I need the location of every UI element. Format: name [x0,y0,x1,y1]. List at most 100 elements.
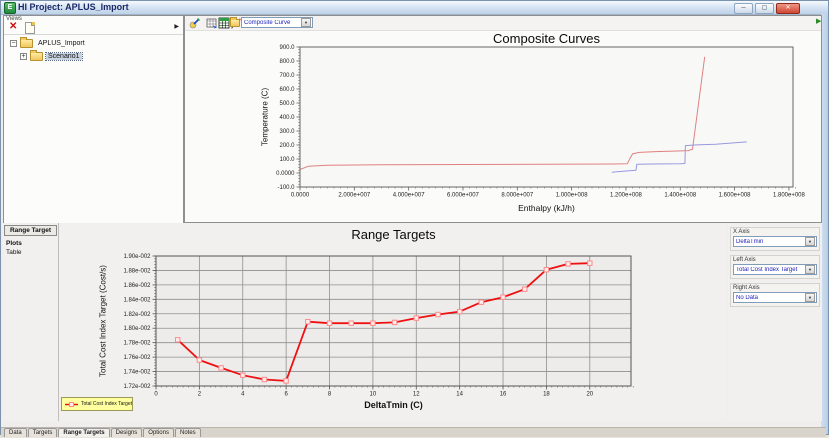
table-grid-icon[interactable] [218,17,230,29]
composite-curves-pane: Composite Curve ▼ Composite Curves Tempe… [184,15,822,223]
tab-options[interactable]: Options [143,428,174,437]
axis-select-right-axis[interactable]: No Data ▼ [733,292,817,303]
svg-text:18: 18 [543,392,550,398]
svg-text:1.88e-002: 1.88e-002 [123,268,151,274]
svg-text:0: 0 [154,392,158,398]
sidebar-item-plots[interactable]: Plots [6,240,22,247]
composite-x-axis-label: Enthalpy (kJ/h) [518,203,575,213]
svg-text:700.0: 700.0 [279,73,295,79]
footer-row: View Standalone Plot [59,420,727,435]
svg-text:1.84e-002: 1.84e-002 [123,297,151,303]
window-title: HI Project: APLUS_Import [18,2,129,12]
window-border-strip [821,14,828,434]
scenario-tree-pane: Views ✕ ▶ − APLUS_Import + Scenario1 [3,15,184,225]
chart-legend: Total Cost Index Target [61,397,133,411]
tree-item-label: APLUS_Import [38,40,85,47]
svg-text:1.72e-002: 1.72e-002 [123,384,151,390]
svg-text:2.000e+007: 2.000e+007 [338,193,371,199]
maximize-button[interactable]: ▢ [755,3,774,14]
axis-group-right-axis: Right Axis No Data ▼ [730,283,820,307]
svg-text:8.000e+007: 8.000e+007 [501,193,534,199]
range-x-axis-label: DeltaTmin (C) [364,400,423,410]
folder-icon [30,50,43,61]
tree-toolbar: ✕ ▶ [4,21,183,35]
axis-select-x-axis[interactable]: DeltaTmin ▼ [733,236,817,247]
svg-text:16: 16 [500,392,507,398]
axis-select-value: Total Cost Index Target [736,266,798,273]
svg-text:2: 2 [198,392,202,398]
window-controls: ─ ▢ ✕ [734,3,800,14]
svg-text:1.74e-002: 1.74e-002 [123,370,151,376]
svg-text:8: 8 [328,392,332,398]
run-arrow-icon[interactable]: ▶ [816,18,822,25]
pin-target-icon[interactable] [189,17,201,29]
svg-text:1.78e-002: 1.78e-002 [123,341,151,347]
page-fold-icon [31,22,35,26]
svg-text:1.86e-002: 1.86e-002 [123,283,151,289]
axis-select-value: DeltaTmin [736,238,764,245]
svg-text:400.0: 400.0 [279,115,295,121]
plot-toolbar: Composite Curve ▼ [185,16,821,31]
svg-text:12: 12 [413,392,420,398]
chevron-down-icon[interactable]: ▼ [805,265,815,274]
svg-text:300.0: 300.0 [279,129,295,135]
workbook-icon[interactable] [206,17,218,29]
svg-text:500.0: 500.0 [279,101,295,107]
titlebar[interactable]: E HI Project: APLUS_Import ─ ▢ ✕ [1,1,828,15]
svg-text:-100.0: -100.0 [277,185,295,191]
axis-group-label: X Axis [733,229,750,235]
svg-text:800.0: 800.0 [279,59,295,65]
tab-targets[interactable]: Targets [27,428,58,437]
composite-curves-chart[interactable]: 0.0000 2.000e+007 4.000e+007 6.000e+007 8.00… [185,30,823,224]
tab-notes[interactable]: Notes [174,428,201,437]
svg-text:1.80e-002: 1.80e-002 [123,326,151,332]
chevron-down-icon[interactable]: ▼ [805,237,815,246]
composite-chart-title: Composite Curves [493,31,600,46]
axis-selection-panel: X Axis DeltaTmin ▼ Left Axis Total Cost Inde… [728,223,822,421]
svg-text:10: 10 [370,392,377,398]
tree-expander-icon[interactable]: + [20,53,27,60]
tab-data[interactable]: Data [4,428,27,437]
svg-text:1.76e-002: 1.76e-002 [123,355,151,361]
folder-small-icon[interactable] [230,17,240,27]
svg-text:1.000e+008: 1.000e+008 [556,193,589,199]
axis-select-left-axis[interactable]: Total Cost Index Target ▼ [733,264,817,275]
minimize-button[interactable]: ─ [734,3,753,14]
chevron-down-icon[interactable]: ▼ [301,18,311,27]
expand-pane-arrow-icon[interactable]: ▶ [174,24,179,30]
tree-item-label: Scenario1 [45,52,83,61]
app-icon: E [4,2,16,14]
svg-text:900.0: 900.0 [279,45,295,51]
svg-text:200.0: 200.0 [279,143,295,149]
tree-item-aplus-import[interactable]: − APLUS_Import [4,37,183,49]
svg-text:0.0000: 0.0000 [291,193,310,199]
plot-type-value: Composite Curve [244,19,291,26]
svg-text:4.000e+007: 4.000e+007 [393,193,426,199]
axis-group-label: Right Axis [733,285,760,291]
range-chart-title: Range Targets [351,227,436,242]
svg-text:14: 14 [456,392,463,398]
folder-icon [20,37,33,48]
svg-text:1.82e-002: 1.82e-002 [123,312,151,318]
tree-item-scenario1[interactable]: + Scenario1 [4,50,183,62]
range-targets-chart[interactable]: 0 2 4 6 8 10 12 14 16 18 20 1.90e-002 1.88e-002 1.86e… [59,223,727,421]
close-button[interactable]: ✕ [776,3,800,14]
plot-type-select[interactable]: Composite Curve ▼ [241,17,313,28]
svg-text:1.400e+008: 1.400e+008 [664,193,697,199]
sidebar-item-table[interactable]: Table [6,249,22,256]
svg-text:6.000e+007: 6.000e+007 [447,193,480,199]
svg-text:6: 6 [284,392,288,398]
chevron-down-icon[interactable]: ▼ [805,293,815,302]
tab-designs[interactable]: Designs [110,428,143,437]
svg-text:100.0: 100.0 [279,157,295,163]
svg-text:1.800e+008: 1.800e+008 [773,193,806,199]
range-target-header: Range Target [4,225,57,236]
new-scenario-icon[interactable] [25,22,35,34]
axis-group-left-axis: Left Axis Total Cost Index Target ▼ [730,255,820,279]
tab-range-targets[interactable]: Range Targets [58,428,110,437]
tree-expander-icon[interactable]: − [10,40,17,47]
svg-text:1.200e+008: 1.200e+008 [610,193,643,199]
delete-icon[interactable]: ✕ [9,21,18,32]
axis-select-value: No Data [736,294,759,301]
